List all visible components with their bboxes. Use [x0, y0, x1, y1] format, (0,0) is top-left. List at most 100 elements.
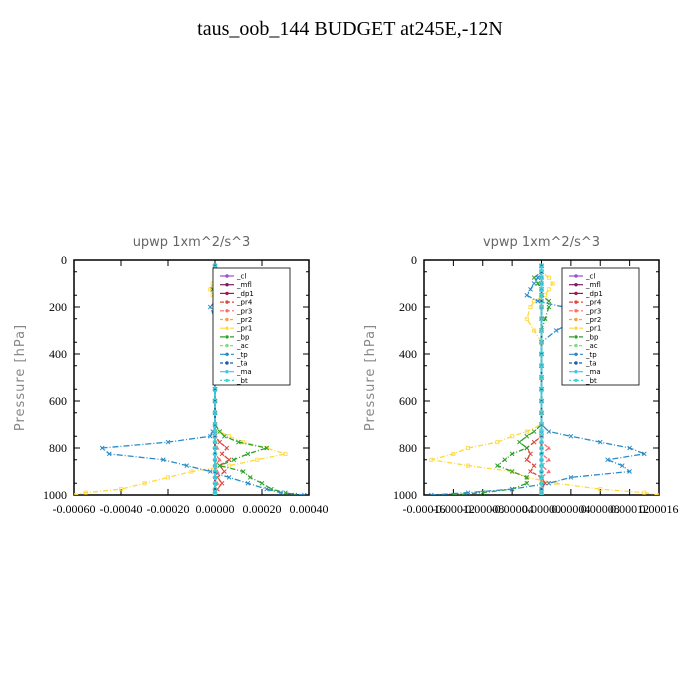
y-axis-label: Pressure [hPa] [363, 324, 378, 431]
data-point [568, 475, 574, 480]
data-point [142, 481, 147, 486]
legend-marker [574, 326, 578, 330]
x-tick-label: -0.00060 [53, 502, 96, 516]
data-point [224, 445, 230, 451]
data-point [212, 429, 218, 434]
data-point [466, 463, 471, 468]
data-point [509, 486, 515, 492]
data-point [301, 492, 307, 495]
data-point [605, 457, 610, 463]
data-point [539, 363, 544, 368]
x-tick-label: 0.00012 [610, 502, 649, 516]
data-point [510, 434, 515, 439]
data-point [542, 316, 548, 322]
x-tick-label: -0.00012 [432, 502, 475, 516]
data-point [524, 445, 530, 451]
x-tick-label: -0.00008 [461, 502, 504, 516]
data-point [528, 451, 533, 457]
data-point [539, 492, 544, 495]
legend-label: _bt [585, 377, 597, 385]
legend-marker [225, 370, 229, 374]
data-point [539, 328, 544, 333]
data-point [539, 387, 544, 392]
data-point [283, 451, 288, 456]
legend-label: _ta [585, 360, 597, 368]
y-axis-label: Pressure [hPa] [13, 324, 28, 431]
data-point [546, 298, 552, 304]
x-tick-label: 0.00016 [640, 502, 679, 516]
data-point [236, 439, 241, 445]
data-point [207, 304, 213, 310]
legend-marker [574, 317, 578, 322]
data-point [539, 281, 544, 286]
data-point [524, 457, 530, 463]
data-point [213, 486, 217, 491]
x-tick-label: -0.00040 [100, 502, 143, 516]
data-point [539, 451, 544, 456]
data-point [598, 487, 603, 492]
data-point [539, 439, 544, 445]
legend-marker [225, 378, 229, 383]
y-tick-label: 600 [399, 394, 417, 408]
x-tick-label: -0.00004 [491, 502, 534, 516]
data-point [517, 439, 522, 445]
data-point [531, 439, 537, 445]
y-tick-label: 0 [61, 253, 67, 267]
data-point [539, 481, 544, 486]
data-point [641, 451, 647, 457]
legend-marker [225, 361, 229, 365]
y-tick-label: 1000 [393, 488, 417, 502]
legend-marker [225, 274, 229, 278]
legend-label: _dp1 [236, 290, 254, 298]
y-tick-label: 800 [49, 441, 67, 455]
series-group [429, 263, 659, 495]
data-point [539, 410, 544, 415]
data-point [539, 316, 544, 321]
data-point [227, 463, 232, 468]
data-point [597, 439, 603, 445]
data-point [539, 398, 544, 404]
data-point [184, 463, 190, 468]
data-point [539, 475, 544, 480]
chart-panel-2: vpwp 1xm^2/s^3 Pressure [hPa] 0 200 400 600 80… [363, 235, 679, 516]
data-point [212, 457, 218, 462]
y-tick-label: 0 [411, 253, 417, 267]
legend-label: _pr1 [236, 325, 252, 333]
data-point [539, 451, 544, 457]
data-point [553, 328, 559, 333]
legend-marker [574, 335, 578, 339]
legend-marker [225, 300, 229, 304]
data-point [212, 463, 218, 468]
data-point [99, 445, 105, 451]
figure-title: taus_oob_144 BUDGET at245E,-12N [197, 18, 503, 40]
y-tick-label: 200 [49, 300, 67, 314]
chart-title: vpwp 1xm^2/s^3 [483, 235, 600, 250]
data-point [568, 433, 574, 439]
legend-marker [574, 309, 578, 313]
data-point [227, 434, 232, 439]
data-point [539, 351, 544, 356]
data-point [539, 269, 544, 274]
data-point [642, 490, 647, 495]
data-point [550, 281, 555, 286]
data-point [255, 457, 260, 462]
data-point [524, 429, 529, 434]
data-point [539, 457, 544, 462]
data-point [539, 298, 544, 304]
data-point [259, 480, 265, 486]
legend-marker [574, 291, 578, 296]
data-point [222, 433, 227, 439]
legend-marker [225, 283, 229, 287]
legend-marker [574, 300, 578, 304]
data-point [429, 457, 434, 462]
data-point [619, 463, 625, 468]
data-point [531, 429, 537, 434]
data-point [212, 445, 218, 451]
data-point [165, 439, 171, 445]
data-point [546, 480, 552, 486]
data-point [264, 445, 270, 451]
legend-marker [225, 335, 229, 339]
data-point [539, 486, 544, 491]
legend-marker [574, 274, 578, 278]
